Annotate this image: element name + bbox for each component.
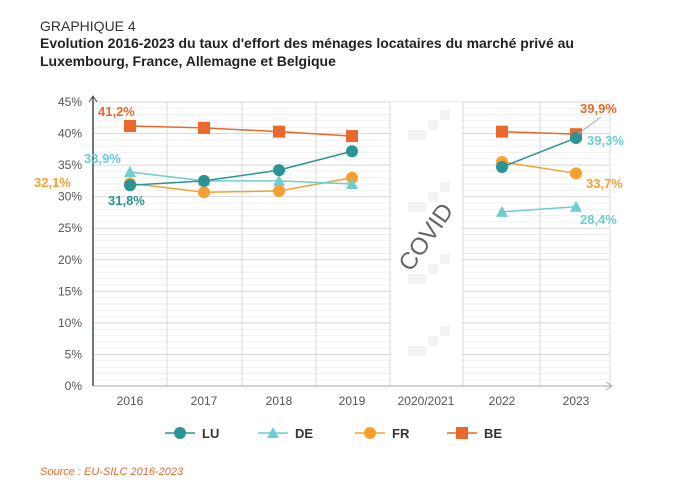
- data-point-DE: [124, 166, 136, 178]
- covid-pattern: [408, 326, 450, 356]
- x-axis-arrow: [605, 381, 613, 391]
- legend-marker-BE: [456, 427, 468, 439]
- legend-label-LU: LU: [202, 426, 219, 441]
- covid-pattern: [408, 182, 450, 212]
- data-point-LU: [496, 161, 508, 174]
- data-label-FR: 32,1%: [34, 175, 71, 190]
- data-label-BE: 39,9%: [580, 101, 617, 116]
- series-line-LU: [129, 150, 353, 187]
- data-point-FR: [346, 171, 358, 184]
- x-tick-label: 2018: [266, 394, 293, 408]
- covid-band: [391, 102, 462, 386]
- y-tick-label: 25%: [58, 221, 82, 235]
- series-line-BE: [129, 125, 353, 137]
- series-line-FR: [501, 161, 577, 175]
- data-point-DE: [570, 200, 582, 212]
- legend-marker-DE: [267, 427, 279, 438]
- data-point-LU: [198, 174, 210, 187]
- data-point-LU: [346, 145, 358, 158]
- label-leader-line: [577, 116, 602, 135]
- chart-supertitle: GRAPHIQUE 4: [40, 18, 136, 34]
- chart-title: Evolution 2016-2023 du taux d'effort des…: [40, 35, 574, 69]
- series-line-BE: [501, 130, 577, 135]
- x-tick-label: 2020/2021: [398, 394, 455, 408]
- series-line-FR: [129, 176, 353, 193]
- y-tick-label: 0%: [65, 379, 83, 393]
- y-tick-label: 10%: [58, 316, 82, 330]
- series-line-DE: [501, 206, 577, 213]
- y-axis-arrow: [88, 95, 98, 103]
- y-tick-label: 45%: [58, 95, 82, 109]
- data-point-BE: [273, 125, 285, 138]
- data-label-DE: 28,4%: [580, 212, 617, 227]
- y-tick-label: 40%: [58, 127, 82, 141]
- y-tick-label: 35%: [58, 158, 82, 172]
- legend-label-BE: BE: [484, 426, 502, 441]
- data-label-LU: 31,8%: [108, 193, 145, 208]
- x-tick-label: 2019: [339, 394, 366, 408]
- legend-marker-FR: [364, 427, 376, 439]
- data-label-DE: 33,9%: [84, 151, 121, 166]
- covid-pattern: [408, 110, 450, 140]
- series-line-DE: [129, 171, 353, 185]
- data-point-FR: [198, 186, 210, 199]
- legend-marker-LU: [174, 427, 186, 439]
- y-tick-label: 5%: [65, 347, 83, 361]
- x-tick-label: 2017: [191, 394, 218, 408]
- data-point-BE: [124, 119, 136, 132]
- legend-label-FR: FR: [392, 426, 410, 441]
- source-note: Source : EU-SILC 2016-2023: [40, 466, 184, 478]
- data-point-LU: [570, 131, 582, 144]
- data-label-BE: 41,2%: [98, 104, 135, 119]
- data-point-BE: [496, 125, 508, 138]
- data-point-FR: [570, 167, 582, 180]
- data-label-FR: 33,7%: [586, 176, 623, 191]
- data-point-BE: [346, 130, 358, 143]
- data-point-DE: [273, 174, 285, 186]
- covid-pattern: [408, 254, 450, 284]
- legend-label-DE: DE: [295, 426, 313, 441]
- y-tick-label: 15%: [58, 284, 82, 298]
- data-label-LU: 39,3%: [587, 133, 624, 148]
- data-point-LU: [273, 164, 285, 177]
- data-point-DE: [346, 178, 358, 190]
- y-tick-label: 30%: [58, 190, 82, 204]
- data-point-FR: [273, 184, 285, 197]
- data-point-LU: [124, 179, 136, 192]
- data-point-BE: [198, 121, 210, 134]
- series-line-LU: [501, 137, 577, 168]
- data-point-DE: [496, 205, 508, 217]
- x-tick-label: 2022: [489, 394, 516, 408]
- x-tick-label: 2016: [117, 394, 144, 408]
- y-tick-label: 20%: [58, 253, 82, 267]
- x-tick-label: 2023: [563, 394, 590, 408]
